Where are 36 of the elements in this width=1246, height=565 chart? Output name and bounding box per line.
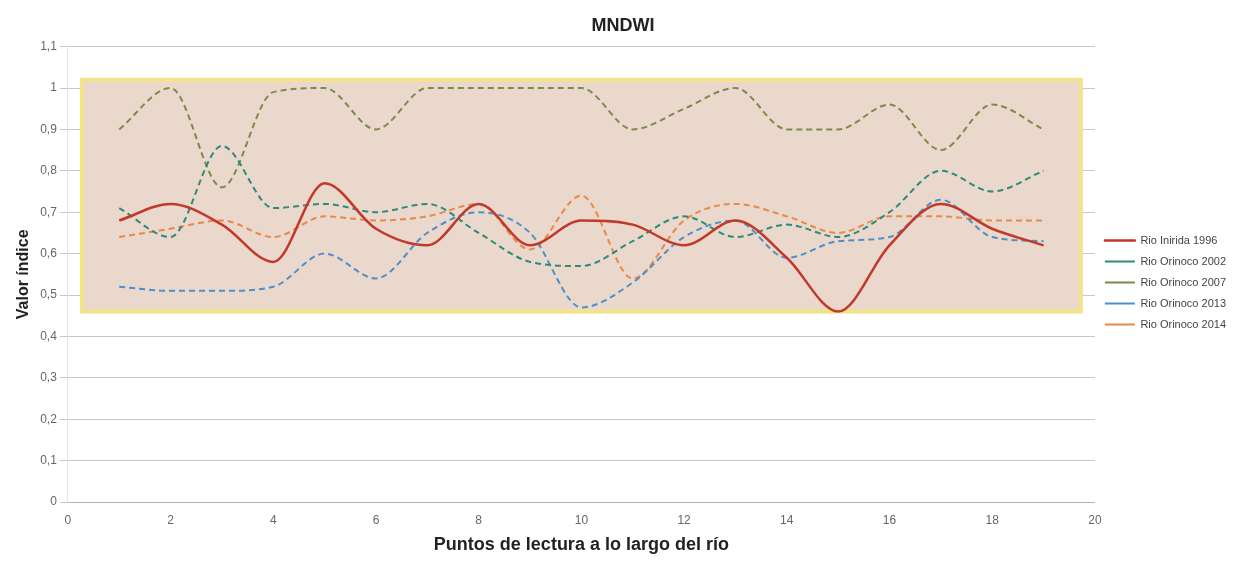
y-axis-title: Valor índice bbox=[14, 229, 32, 320]
y-tick-label: 0,4 bbox=[40, 328, 58, 343]
y-tick-label: 0,8 bbox=[40, 163, 58, 178]
x-tick-label: 14 bbox=[780, 512, 794, 527]
legend-label: Rio Inirida 1996 bbox=[1140, 233, 1218, 246]
x-tick-label: 10 bbox=[574, 512, 589, 527]
x-tick-label: 2 bbox=[167, 512, 175, 527]
line-series bbox=[118, 87, 1045, 189]
x-tick-label: 16 bbox=[882, 512, 897, 527]
y-tick-label: 0,1 bbox=[40, 452, 58, 467]
x-tick-label: 12 bbox=[677, 512, 692, 527]
y-tick-label: 0,3 bbox=[40, 370, 58, 385]
x-tick-label: 4 bbox=[269, 512, 277, 527]
x-tick-label: 18 bbox=[985, 512, 1000, 527]
x-tick-label: 0 bbox=[64, 512, 72, 527]
y-tick-label: 0 bbox=[50, 494, 58, 509]
legend-label: Rio Orinoco 2007 bbox=[1140, 275, 1226, 288]
y-tick-label: 0,6 bbox=[40, 245, 58, 260]
y-tick-label: 1 bbox=[50, 80, 58, 95]
legend-label: Rio Orinoco 2002 bbox=[1140, 254, 1226, 267]
x-tick-label: 8 bbox=[475, 512, 483, 527]
x-axis-title: Puntos de lectura a lo largo del río bbox=[433, 534, 729, 555]
y-tick-label: 0,9 bbox=[40, 121, 58, 136]
y-tick-label: 0,2 bbox=[40, 411, 58, 426]
y-tick-label: 0,5 bbox=[40, 287, 58, 302]
chart-title: MNDWI bbox=[591, 14, 655, 35]
line-series bbox=[118, 144, 1045, 268]
line-series bbox=[118, 194, 1045, 280]
legend-label: Rio Orinoco 2013 bbox=[1140, 296, 1226, 309]
line-series bbox=[118, 198, 1045, 309]
line-series bbox=[117, 181, 1045, 313]
y-tick-label: 0,7 bbox=[40, 204, 58, 219]
x-tick-label: 6 bbox=[372, 512, 380, 527]
legend-label: Rio Orinoco 2014 bbox=[1140, 317, 1226, 330]
y-tick-label: 1,1 bbox=[40, 38, 58, 53]
x-tick-label: 20 bbox=[1088, 512, 1102, 527]
